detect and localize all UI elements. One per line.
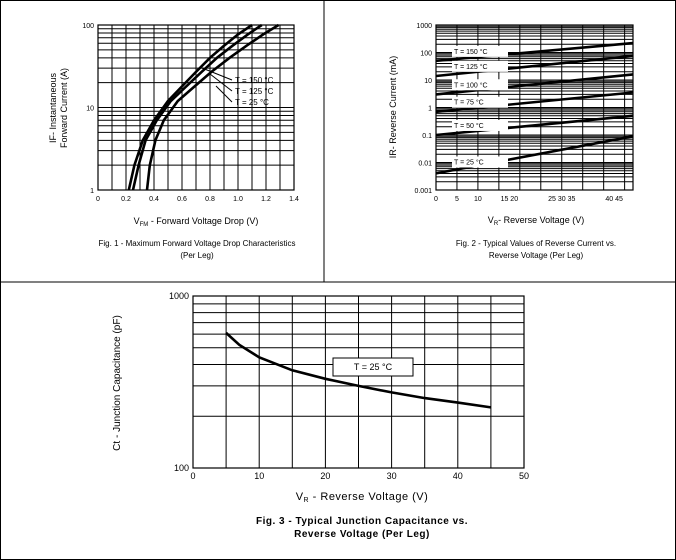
fig2-ytick: 0.1 bbox=[422, 133, 432, 140]
fig3-ytick: 100 bbox=[174, 463, 189, 473]
fig2-legend: T = 150 °C T = 125 °C T = 100 °C T = 75 °C T… bbox=[452, 45, 508, 168]
fig1-series-1 bbox=[131, 23, 263, 191]
fig1-series-0 bbox=[127, 23, 253, 191]
fig1-grid bbox=[97, 24, 295, 191]
fig3-caption-line1: Fig. 3 - Typical Junction Capacitance vs… bbox=[256, 516, 468, 527]
fig1-legend-25: T = 25 °C bbox=[235, 98, 269, 107]
fig2-legend-label: T = 150 °C bbox=[454, 48, 488, 56]
fig3-xtick: 40 bbox=[453, 471, 463, 481]
fig1-ytick: 100 bbox=[82, 23, 94, 30]
fig2-ytick: 10 bbox=[424, 78, 432, 85]
fig2-xtick: 40 45 bbox=[605, 196, 623, 203]
fig1-ytick: 1 bbox=[90, 188, 94, 195]
fig3-chart: 0 10 20 30 40 50 100 1000 T = 25 °C Ct - Juncti… bbox=[112, 291, 529, 540]
fig2-label-bg bbox=[452, 156, 508, 168]
fig1-xtick: 1.2 bbox=[261, 196, 271, 203]
fig1-leader-line-1 bbox=[201, 67, 233, 81]
fig2-xtick: 25 30 35 bbox=[548, 196, 575, 203]
fig3-xtick: 50 bbox=[519, 471, 529, 481]
fig1-leader-line-2 bbox=[209, 73, 233, 92]
fig2-caption-line2: Reverse Voltage (Per Leg) bbox=[489, 251, 584, 260]
fig2-ytick: 0.001 bbox=[414, 188, 432, 195]
fig1-xlabel: VFM - Forward Voltage Drop (V) bbox=[134, 216, 259, 228]
fig1-legend-125: T = 125 °C bbox=[235, 87, 274, 96]
fig3-ylabel: Ct - Junction Capacitance (pF) bbox=[112, 315, 123, 451]
fig3-xtick: 0 bbox=[190, 471, 195, 481]
fig2-xtick: 15 20 bbox=[501, 196, 519, 203]
fig2-series-1 bbox=[435, 54, 634, 78]
fig2-legend-label: T = 75 °C bbox=[454, 99, 484, 107]
fig3-annotation-box bbox=[332, 357, 414, 377]
fig2-legend-label: T = 100 °C bbox=[454, 81, 488, 89]
fig2-ylabel: IR- Reverse Current (mA) bbox=[388, 56, 398, 159]
fig2-ytick: 1000 bbox=[416, 23, 432, 30]
fig2-legend-label: T = 50 °C bbox=[454, 122, 484, 130]
fig2-xtick: 0 bbox=[434, 196, 438, 203]
fig1-xtick: 1.4 bbox=[289, 196, 299, 203]
fig2-ytick: 1 bbox=[428, 106, 432, 113]
fig2-legend-label: T = 25 °C bbox=[454, 158, 484, 166]
fig2-series-2 bbox=[435, 73, 634, 96]
fig2-series-0 bbox=[435, 41, 634, 63]
fig2-label-bg bbox=[452, 79, 508, 91]
fig1-tick-labels: 0 0.2 0.4 0.6 0.8 1.0 1.2 1.4 1 10 100 bbox=[82, 23, 299, 203]
fig1-ylabel-line1: IF- Instantaneous bbox=[48, 72, 58, 143]
fig2-xtick: 10 bbox=[474, 196, 482, 203]
fig1-legend: T = 150 °C T = 125 °C T = 25 °C bbox=[201, 67, 274, 107]
fig1-ytick: 10 bbox=[86, 106, 94, 113]
fig2-label-bg bbox=[452, 60, 508, 72]
fig2-series-4 bbox=[435, 114, 634, 137]
fig2-xlabel: VR- Reverse Voltage (V) bbox=[488, 215, 584, 227]
fig1-series-2 bbox=[145, 23, 280, 191]
fig1-ylabel-line2: Forward Current (A) bbox=[59, 68, 69, 148]
fig3-tick-labels: 0 10 20 30 40 50 100 1000 bbox=[169, 291, 529, 481]
fig3-annotation: T = 25 °C bbox=[354, 362, 393, 372]
fig2-series-3 bbox=[435, 91, 634, 114]
fig1-xtick: 0.4 bbox=[149, 196, 159, 203]
fig3-caption-line2: Reverse Voltage (Per Leg) bbox=[294, 529, 430, 540]
fig2-ytick: 0.01 bbox=[418, 161, 432, 168]
fig2-label-bg bbox=[452, 45, 508, 57]
fig3-curves bbox=[225, 331, 492, 409]
fig1-legend-150: T = 150 °C bbox=[235, 76, 274, 85]
fig2-label-bg bbox=[452, 119, 508, 131]
fig2-caption-line1: Fig. 2 - Typical Values of Reverse Curre… bbox=[456, 239, 616, 248]
fig2-tick-labels: 0 5 10 15 20 25 30 35 40 45 0.001 0.01 0.1 1 10 100… bbox=[414, 23, 623, 203]
fig3-grid bbox=[192, 295, 525, 469]
fig2-curves bbox=[435, 41, 634, 175]
fig1-xtick: 0.8 bbox=[205, 196, 215, 203]
fig1-xtick: 1.0 bbox=[233, 196, 243, 203]
fig3-ytick: 1000 bbox=[169, 291, 189, 301]
fig3-series-0 bbox=[225, 331, 492, 409]
fig1-leader-line-3 bbox=[215, 85, 233, 103]
fig2-legend-label: T = 125 °C bbox=[454, 63, 488, 71]
fig1-xtick: 0.2 bbox=[121, 196, 131, 203]
fig1-xtick: 0 bbox=[96, 196, 100, 203]
fig2-ytick: 100 bbox=[420, 51, 432, 58]
fig2-label-bg bbox=[452, 96, 508, 108]
fig1-chart: 0 0.2 0.4 0.6 0.8 1.0 1.2 1.4 1 10 100 T = 150 °C … bbox=[48, 23, 299, 260]
fig2-chart: T = 150 °C T = 125 °C T = 100 °C T = 75 °C T… bbox=[388, 23, 634, 260]
fig1-curves bbox=[127, 23, 280, 191]
fig3-xtick: 20 bbox=[320, 471, 330, 481]
fig2-xtick: 5 bbox=[455, 196, 459, 203]
fig1-xtick: 0.6 bbox=[177, 196, 187, 203]
fig3-xlabel: VR - Reverse Voltage (V) bbox=[296, 491, 429, 504]
fig1-caption-line2: (Per Leg) bbox=[180, 251, 214, 260]
fig3-xtick: 10 bbox=[254, 471, 264, 481]
fig3-xtick: 30 bbox=[387, 471, 397, 481]
fig1-caption-line1: Fig. 1 - Maximum Forward Voltage Drop Ch… bbox=[99, 239, 296, 248]
